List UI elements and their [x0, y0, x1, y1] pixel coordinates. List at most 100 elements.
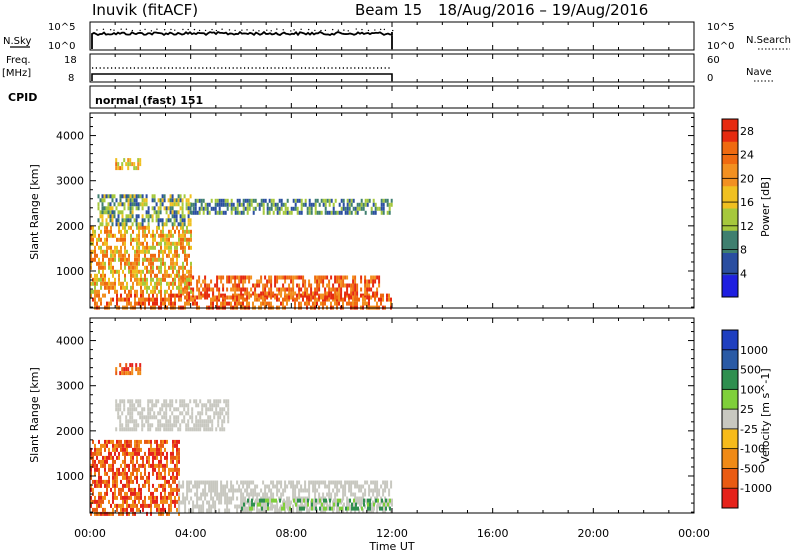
- scatter-cell: [98, 511, 100, 516]
- scatter-cell: [348, 295, 351, 300]
- scatter-cell: [241, 498, 243, 503]
- scatter-cell: [135, 202, 138, 207]
- scatter-cell: [125, 194, 128, 199]
- scatter-cell: [144, 229, 146, 234]
- scatter-cell: [381, 506, 383, 511]
- scatter-cell: [136, 265, 138, 270]
- scatter-cell: [266, 301, 268, 306]
- scatter-cell: [176, 249, 178, 254]
- scatter-cell: [224, 301, 226, 306]
- scatter-cell: [182, 484, 185, 489]
- scatter-cell: [123, 399, 126, 404]
- scatter-cell: [108, 229, 110, 234]
- scatter-cell: [204, 283, 207, 288]
- scatter-cell: [188, 488, 191, 493]
- scatter-cell: [220, 301, 222, 306]
- scatter-cell: [219, 407, 222, 412]
- scatter-cell: [94, 245, 96, 250]
- scatter-cell: [236, 206, 239, 211]
- noise-search-point: [266, 29, 268, 31]
- scatter-cell: [294, 488, 297, 493]
- scatter-cell: [336, 295, 339, 300]
- scatter-cell: [288, 210, 291, 215]
- scatter-cell: [334, 297, 336, 302]
- scatter-cell: [100, 245, 102, 250]
- scatter-cell: [96, 463, 98, 468]
- scatter-cell: [125, 427, 128, 432]
- scatter-cell: [160, 241, 162, 246]
- scatter-cell: [120, 471, 122, 476]
- scatter-cell: [100, 249, 102, 254]
- scatter-cell: [90, 273, 92, 278]
- scatter-cell: [148, 503, 150, 508]
- scatter-cell: [158, 269, 160, 274]
- scatter-cell: [136, 495, 138, 500]
- scatter-cell: [124, 249, 126, 254]
- scatter-cell: [152, 499, 154, 504]
- scatter-cell: [141, 427, 144, 432]
- scatter-cell: [183, 419, 186, 424]
- scatter-cell: [201, 419, 204, 424]
- scatter-cell: [232, 287, 235, 292]
- scatter-cell: [267, 498, 269, 503]
- scatter-cell: [94, 495, 96, 500]
- scatter-cell: [126, 297, 128, 302]
- scatter-cell: [135, 407, 138, 412]
- scatter-cell: [248, 295, 251, 300]
- time-tick-label: 12:00: [376, 527, 408, 540]
- scatter-cell: [152, 491, 154, 496]
- scatter-cell: [318, 297, 320, 302]
- scatter-cell: [164, 277, 166, 282]
- scatter-cell: [322, 492, 325, 497]
- scatter-cell: [156, 273, 158, 278]
- scatter-cell: [168, 495, 170, 500]
- scatter-cell: [236, 297, 238, 302]
- scatter-cell: [180, 279, 183, 284]
- scatter-cell: [318, 492, 321, 497]
- station-title: Inuvik (fitACF): [92, 1, 198, 19]
- scatter-cell: [96, 447, 98, 452]
- scatter-cell: [169, 399, 172, 404]
- scatter-cell: [177, 222, 180, 227]
- scatter-cell: [177, 194, 180, 199]
- scatter-cell: [164, 237, 166, 242]
- scatter-cell: [129, 399, 132, 404]
- scatter-cell: [272, 202, 275, 207]
- scatter-cell: [341, 498, 343, 503]
- scatter-cell: [174, 277, 176, 282]
- scatter-cell: [141, 194, 144, 199]
- scatter-cell: [280, 206, 283, 211]
- scatter-cell: [172, 293, 174, 298]
- scatter-cell: [326, 484, 329, 489]
- scatter-cell: [210, 480, 213, 485]
- scatter-cell: [286, 206, 289, 211]
- scatter-cell: [142, 289, 144, 294]
- scatter-cell: [198, 295, 201, 300]
- scatter-cell: [174, 253, 176, 258]
- scatter-cell: [372, 293, 374, 298]
- scatter-cell: [352, 275, 355, 280]
- scatter-cell: [325, 498, 327, 503]
- scatter-cell: [108, 261, 110, 266]
- scatter-cell: [218, 275, 221, 280]
- scatter-cell: [210, 508, 213, 513]
- scatter-cell: [151, 407, 154, 412]
- scatter-cell: [284, 500, 287, 505]
- scatter-cell: [302, 293, 304, 298]
- scatter-cell: [92, 225, 94, 230]
- scatter-cell: [122, 467, 124, 472]
- scatter-cell: [340, 210, 343, 215]
- scatter-cell: [210, 496, 213, 501]
- scatter-cell: [342, 508, 345, 513]
- scatter-cell: [176, 483, 178, 488]
- scatter-cell: [138, 257, 140, 262]
- scatter-cell: [314, 496, 317, 501]
- scatter-cell: [324, 295, 327, 300]
- scatter-cell: [178, 511, 180, 516]
- scatter-cell: [274, 279, 277, 284]
- scatter-cell: [170, 503, 172, 508]
- scatter-cell: [173, 214, 176, 219]
- scatter-cell: [342, 301, 344, 306]
- scatter-cell: [348, 484, 351, 489]
